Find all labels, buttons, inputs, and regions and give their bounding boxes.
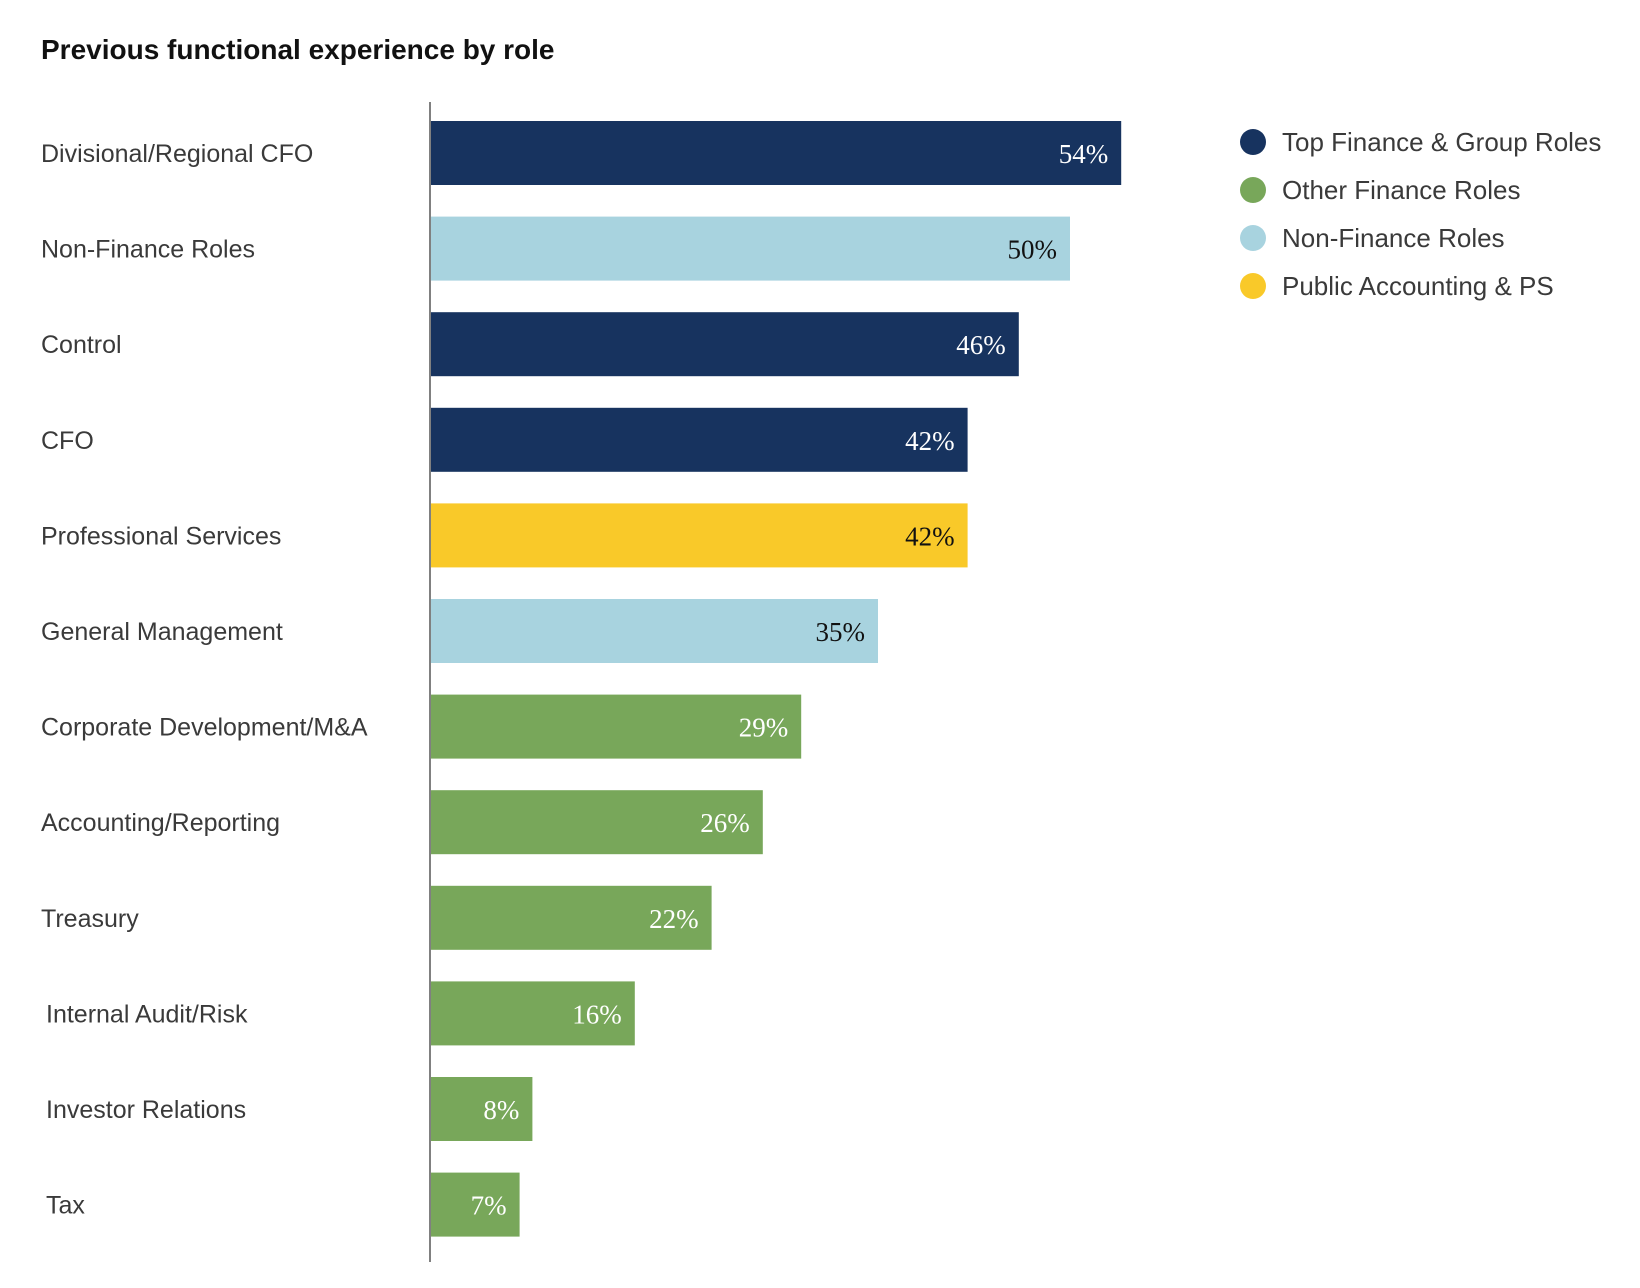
category-label: Control bbox=[41, 331, 122, 359]
value-label: 8% bbox=[483, 1095, 519, 1125]
category-label: Tax bbox=[46, 1192, 85, 1220]
value-label: 42% bbox=[905, 426, 955, 456]
value-label: 16% bbox=[572, 999, 622, 1029]
value-label: 46% bbox=[956, 330, 1006, 360]
bar bbox=[430, 981, 635, 1046]
bar bbox=[430, 694, 802, 759]
category-label: Divisional/Regional CFO bbox=[41, 140, 313, 168]
category-label: Professional Services bbox=[41, 522, 281, 550]
bar bbox=[430, 1172, 520, 1237]
legend-item: Top Finance & Group Roles bbox=[1240, 118, 1601, 166]
legend-item: Public Accounting & PS bbox=[1240, 262, 1601, 310]
bar bbox=[430, 121, 1122, 185]
value-label: 50% bbox=[1008, 235, 1058, 265]
bar bbox=[430, 503, 968, 568]
value-label: 29% bbox=[739, 713, 789, 743]
bar bbox=[430, 216, 1070, 281]
legend-swatch bbox=[1240, 225, 1266, 251]
chart-title: Previous functional experience by role bbox=[41, 34, 555, 65]
bar bbox=[430, 1077, 533, 1141]
legend-label: Public Accounting & PS bbox=[1282, 270, 1554, 301]
category-label: Investor Relations bbox=[46, 1096, 246, 1124]
legend-swatch bbox=[1240, 273, 1266, 299]
bar bbox=[430, 790, 763, 855]
bar bbox=[430, 599, 878, 663]
bar bbox=[430, 885, 712, 950]
value-label: 26% bbox=[700, 808, 750, 838]
legend-swatch bbox=[1240, 177, 1266, 203]
value-label: 54% bbox=[1059, 139, 1109, 169]
value-label: 7% bbox=[471, 1191, 507, 1221]
legend-label: Top Finance & Group Roles bbox=[1282, 126, 1602, 157]
category-label: Non-Finance Roles bbox=[41, 236, 255, 264]
value-label: 42% bbox=[905, 521, 955, 551]
legend-label: Other Finance Roles bbox=[1282, 174, 1521, 205]
category-label: Treasury bbox=[41, 905, 139, 933]
category-label: CFO bbox=[41, 427, 94, 455]
value-label: 35% bbox=[816, 617, 866, 647]
legend-label: Non-Finance Roles bbox=[1282, 222, 1505, 253]
legend-item: Non-Finance Roles bbox=[1240, 214, 1601, 262]
category-label: Corporate Development/M&A bbox=[41, 714, 368, 742]
legend-swatch bbox=[1240, 129, 1266, 155]
bars-layer: Divisional/Regional CFO 54% Non-Finance Ro… bbox=[41, 121, 1122, 1237]
bar bbox=[430, 312, 1019, 377]
value-label: 22% bbox=[649, 904, 699, 934]
bar bbox=[430, 407, 968, 472]
legend: Top Finance & Group Roles Other Finance R… bbox=[1240, 118, 1601, 310]
category-label: General Management bbox=[41, 618, 283, 646]
category-label: Accounting/Reporting bbox=[41, 809, 280, 837]
legend-item: Other Finance Roles bbox=[1240, 166, 1601, 214]
category-label: Internal Audit/Risk bbox=[46, 1000, 248, 1028]
